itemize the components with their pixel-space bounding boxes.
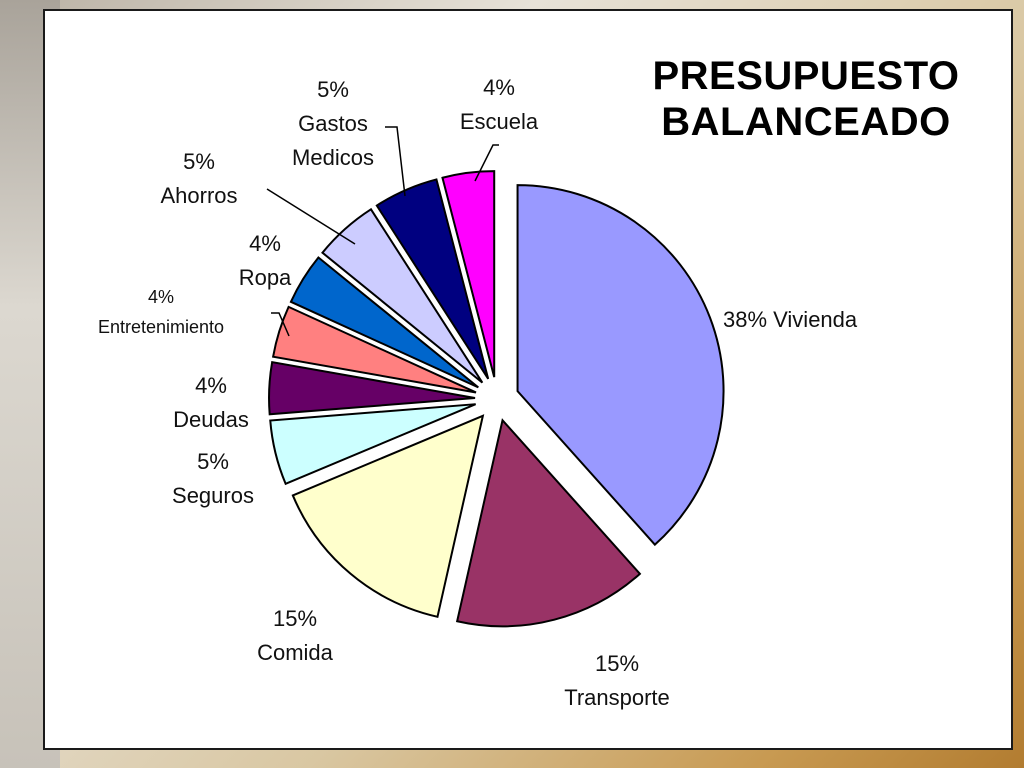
slice-label-escuela: 4% Escuela	[460, 75, 539, 134]
slice-label-vivienda: 38% Vivienda	[723, 307, 858, 332]
pie-slice-entretenimiento	[271, 305, 477, 394]
slice-label-ropa: 4% Ropa	[239, 231, 292, 290]
slice-label-ahorros: 5% Ahorros	[160, 149, 237, 208]
pie-slice-gastos-medicos	[375, 178, 490, 380]
leader-line-gastos-medicos	[385, 126, 406, 197]
pie-slice-comida	[291, 414, 485, 618]
pie-slice-deudas	[268, 361, 476, 416]
pie-chart: 38% Vivienda 15% Transporte 15% Comida 5% Segu…	[98, 75, 858, 710]
chart-frame: PRESUPUESTO BALANCEADO 38% Vivienda 15% Tr…	[43, 9, 1013, 750]
title-line-1: PRESUPUESTO	[652, 54, 960, 98]
title-line-2: BALANCEADO	[661, 100, 951, 144]
pie-slice-escuela	[441, 170, 496, 378]
slice-label-seguros: 5% Seguros	[172, 449, 254, 508]
leader-line-escuela	[474, 144, 499, 182]
slice-label-comida: 15% Comida	[257, 606, 334, 665]
leader-line-ahorros	[266, 188, 356, 245]
pie-slice-transporte	[455, 418, 642, 628]
slice-label-gastos-medicos: 5% Gastos Medicos	[292, 77, 374, 170]
chart-title: PRESUPUESTO BALANCEADO	[641, 53, 971, 145]
pie-slice-seguros	[269, 403, 477, 486]
pie-slice-ahorros	[321, 207, 484, 384]
pie-slice-ropa	[289, 256, 479, 389]
leader-line-entretenimiento	[271, 312, 290, 337]
pie-slice-vivienda	[516, 184, 725, 547]
slice-label-transporte: 15% Transporte	[564, 651, 670, 710]
slice-label-entretenimiento: 4% Entretenimiento	[98, 287, 224, 337]
slice-label-deudas: 4% Deudas	[173, 373, 249, 432]
